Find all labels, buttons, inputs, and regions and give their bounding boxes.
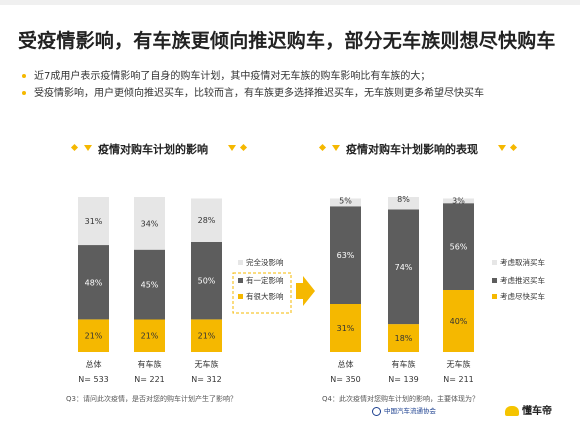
data-label: 56% — [450, 243, 468, 252]
arrow-right-icon — [296, 276, 315, 306]
data-label: 18% — [395, 334, 413, 343]
footnote-left: Q3：请问此次疫情，是否对您的购车计划产生了影响？ — [66, 395, 237, 403]
bullet-text: 近7成用户表示疫情影响了自身的购车计划，其中疫情对无车族的购车影响比有车族的大； — [34, 71, 431, 82]
data-label: 3% — [452, 197, 465, 206]
caret-down-icon — [498, 145, 506, 151]
data-label: 48% — [85, 278, 103, 287]
chart-left: 21% 48% 31% 总体 N= 533 21% 45% 34% 有车族 N= 221 21% 50… — [78, 197, 292, 384]
data-label: 21% — [141, 332, 159, 341]
bullet-item: 受疫情影响，用户更倾向推迟买车，比较而言，有车族更多选择推迟买车，无车族则更多希… — [18, 85, 573, 102]
bar-segment — [330, 206, 361, 304]
sample-size-label: N= 139 — [388, 375, 419, 384]
bar-segment — [443, 203, 474, 290]
bar-segment — [191, 241, 222, 320]
car-icon — [505, 406, 519, 416]
legend-swatch — [492, 278, 497, 283]
bar-segment — [191, 319, 222, 352]
bullet-dot-icon — [22, 90, 26, 95]
category-label: 总体 — [86, 359, 102, 369]
bar-segment — [388, 209, 419, 325]
bar-segment — [78, 319, 109, 352]
bar-segment — [388, 197, 419, 210]
footnote-right: Q4：此次疫情对您购车计划的影响，主要体现为？ — [322, 395, 479, 403]
data-label: 28% — [198, 216, 216, 225]
category-label: 无车族 — [195, 359, 219, 369]
bar-segment — [443, 198, 474, 204]
caret-down-icon — [332, 145, 340, 151]
data-label: 63% — [337, 251, 355, 260]
bar-segment — [134, 249, 165, 320]
bar-segment — [330, 198, 361, 207]
sample-size-label: N= 221 — [134, 375, 165, 384]
brand-name: 懂车帝 — [522, 406, 552, 417]
caret-down-icon — [84, 145, 92, 151]
bar-segment — [134, 319, 165, 352]
legend-label: 考虑尽快买车 — [500, 291, 545, 301]
bar-segment — [388, 324, 419, 352]
bullet-text: 受疫情影响，用户更倾向推迟买车，比较而言，有车族更多选择推迟买车，无车族则更多希… — [34, 88, 484, 99]
caret-down-icon — [228, 145, 236, 151]
category-label: 总体 — [338, 359, 354, 369]
sample-size-label: N= 312 — [191, 375, 222, 384]
sample-size-label: N= 211 — [443, 375, 474, 384]
association-logo: 中国汽车流通协会 — [372, 405, 436, 416]
data-label: 31% — [337, 324, 355, 333]
data-label: 40% — [450, 317, 468, 326]
legend-label: 考虑取消买车 — [500, 257, 545, 267]
data-label: 74% — [395, 263, 413, 272]
bullet-list: 近7成用户表示疫情影响了自身的购车计划，其中疫情对无车族的购车影响比有车族的大；… — [18, 68, 573, 102]
bar-segment — [191, 198, 222, 242]
legend-label: 考虑推迟买车 — [500, 275, 545, 285]
legend-swatch — [238, 260, 243, 265]
page-title: 受疫情影响，有车族更倾向推迟购车，部分无车族则想尽快购车 — [18, 30, 556, 52]
chart-title-right: 疫情对购车计划影响的表现 — [346, 143, 478, 156]
data-label: 31% — [85, 217, 103, 226]
sample-size-label: N= 533 — [78, 375, 109, 384]
chart-right: 31% 63% 5% 总体 N= 350 18% 74% 8% 有车族 N= 139 40% 56% 3… — [330, 195, 545, 384]
data-label: 5% — [339, 197, 352, 206]
bar-segment — [330, 303, 361, 352]
data-label: 50% — [198, 277, 216, 286]
legend-label: 有很大影响 — [246, 291, 284, 301]
data-label: 45% — [141, 281, 159, 290]
bar-segment — [443, 290, 474, 352]
legend-swatch — [238, 294, 243, 299]
legend-swatch — [238, 278, 243, 283]
category-label: 有车族 — [138, 359, 162, 369]
data-label: 21% — [198, 332, 216, 341]
data-label: 21% — [85, 332, 103, 341]
legend-label: 完全没影响 — [246, 257, 284, 267]
data-label: 34% — [141, 219, 159, 228]
bar-segment — [78, 245, 109, 320]
seal-icon — [372, 406, 381, 416]
legend-highlight-box — [232, 272, 292, 314]
sample-size-label: N= 350 — [330, 375, 361, 384]
legend-swatch — [492, 294, 497, 299]
legend-swatch — [492, 260, 497, 265]
category-label: 有车族 — [392, 359, 416, 369]
top-bar — [0, 0, 580, 5]
association-name: 中国汽车流通协会 — [384, 407, 436, 415]
bullet-item: 近7成用户表示疫情影响了自身的购车计划，其中疫情对无车族的购车影响比有车族的大； — [18, 68, 573, 85]
legend-label: 有一定影响 — [246, 275, 284, 285]
chart-title-left: 疫情对购车计划的影响 — [98, 143, 208, 156]
bar-segment — [134, 197, 165, 250]
category-label: 无车族 — [447, 359, 471, 369]
data-label: 8% — [397, 195, 410, 204]
bar-segment — [78, 197, 109, 246]
brand-logo: 懂车帝 — [505, 402, 552, 417]
bullet-dot-icon — [22, 73, 26, 78]
